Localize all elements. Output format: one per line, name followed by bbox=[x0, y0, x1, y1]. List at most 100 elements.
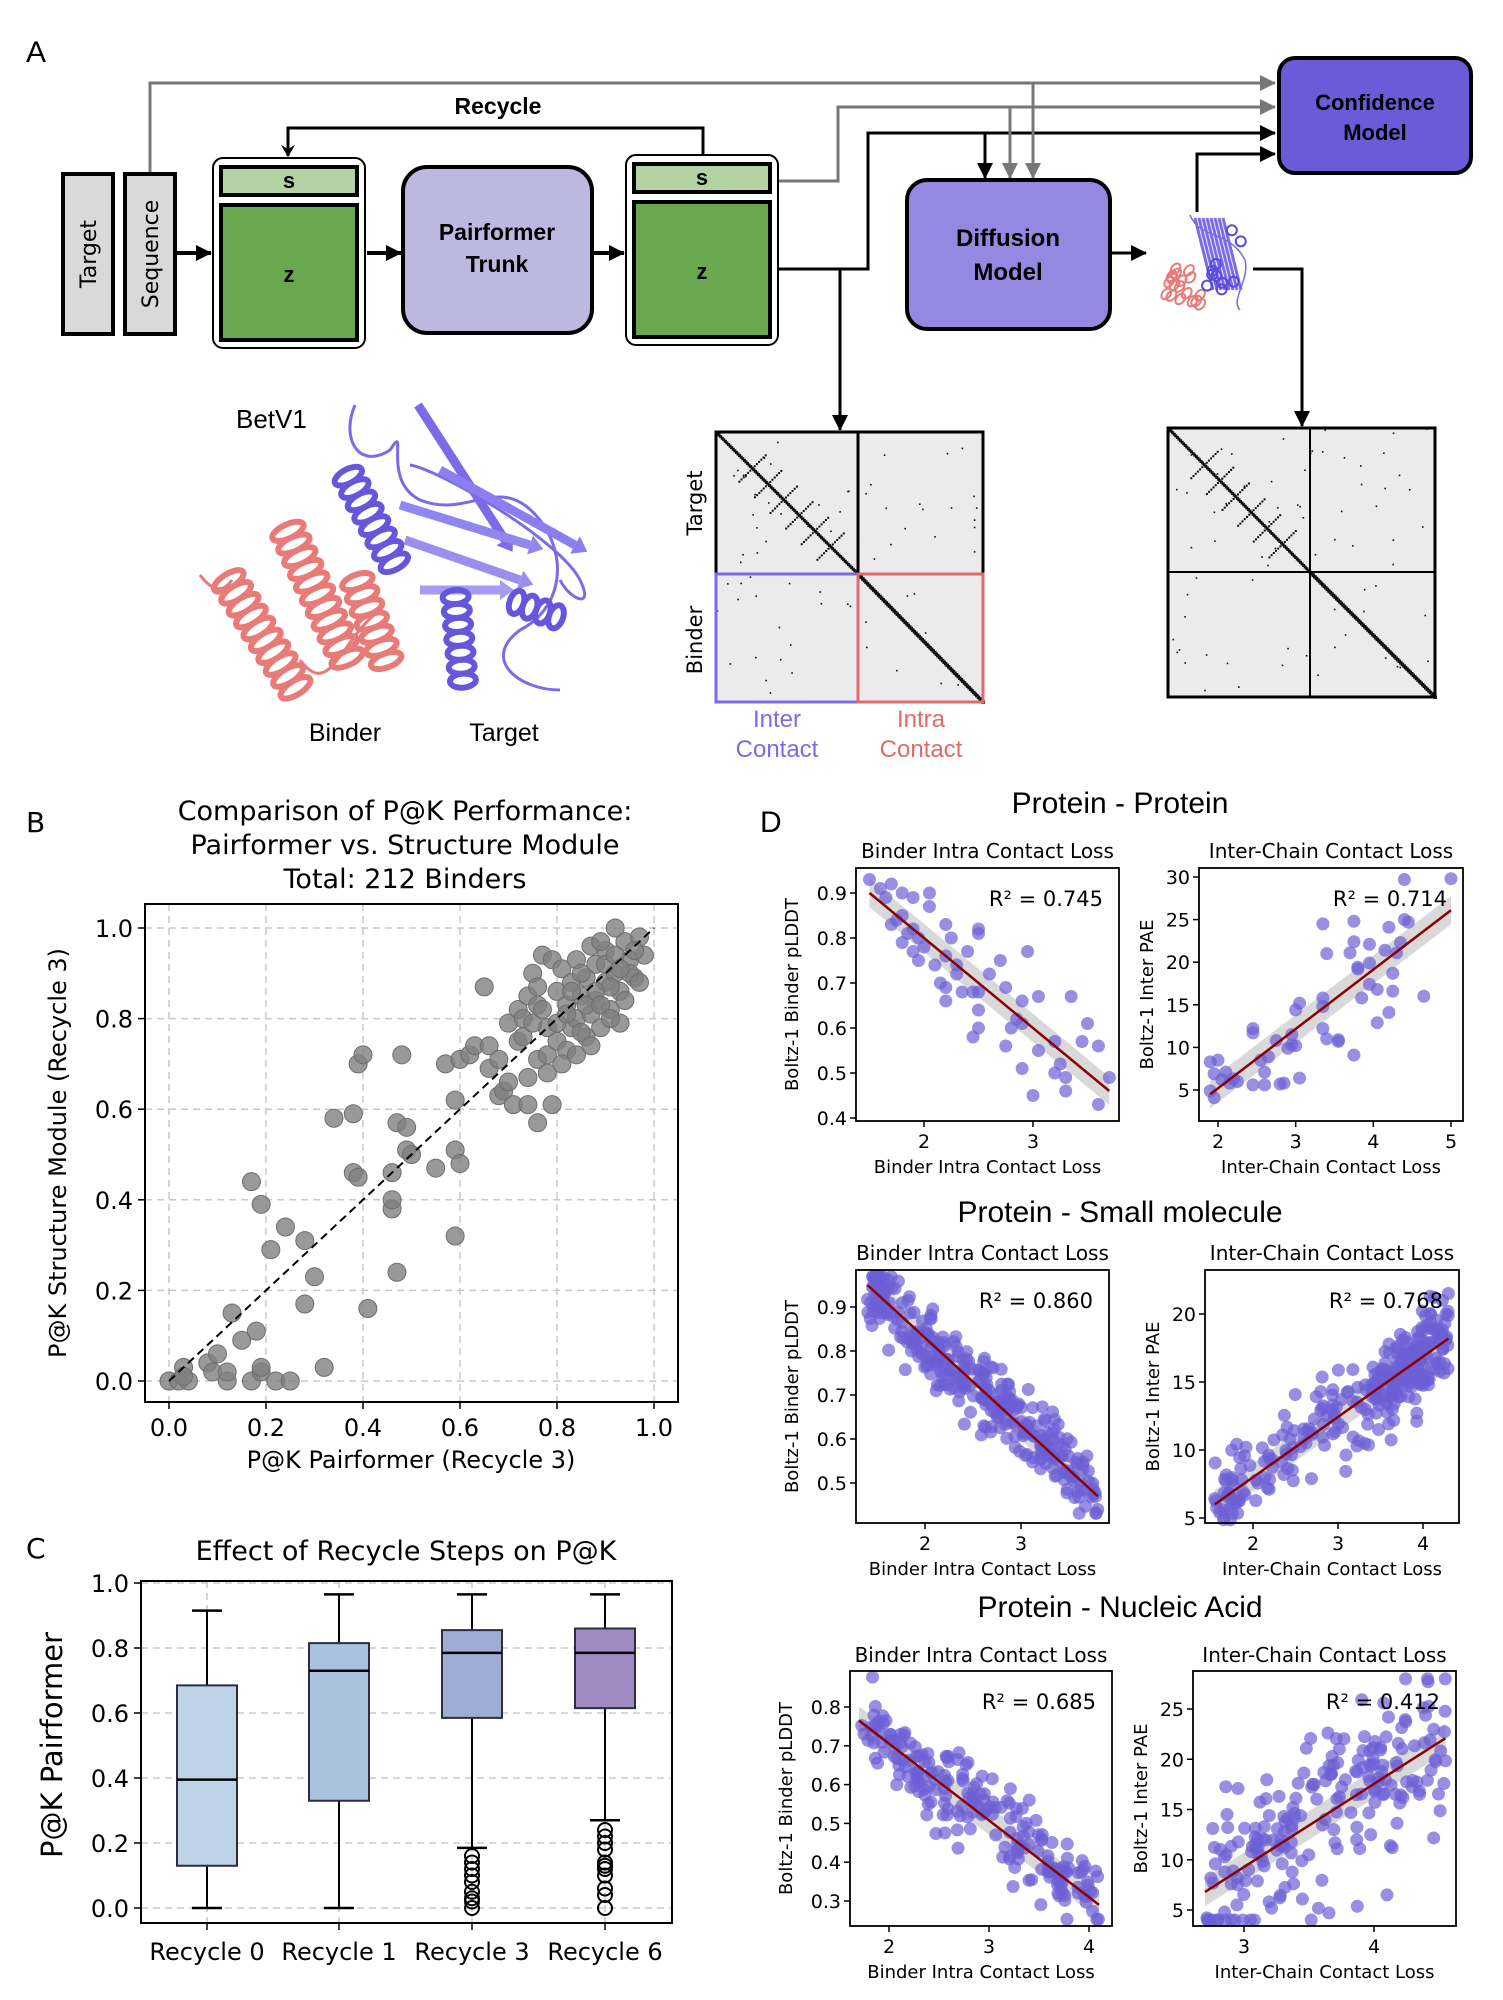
data-point bbox=[1002, 1796, 1016, 1810]
y-tick-label: 5 bbox=[1178, 1080, 1190, 1102]
data-point bbox=[1362, 956, 1376, 970]
contact-dot bbox=[740, 478, 743, 481]
target-strand bbox=[1209, 217, 1231, 291]
contact-dot bbox=[1250, 511, 1253, 514]
contact-dot bbox=[1207, 459, 1210, 462]
contact-map-frame bbox=[1166, 426, 1437, 699]
contact-dot bbox=[854, 570, 858, 574]
data-point bbox=[1393, 1796, 1407, 1810]
contact-dot bbox=[805, 521, 809, 525]
contact-dot bbox=[778, 626, 781, 629]
contact-dot bbox=[1184, 662, 1187, 664]
contact-dot bbox=[1212, 486, 1215, 489]
contact-dot bbox=[804, 520, 808, 524]
contact-dot bbox=[1292, 532, 1295, 535]
y-tick-label: 0.7 bbox=[817, 1385, 847, 1407]
contact-dot bbox=[767, 483, 770, 486]
contact-dot bbox=[791, 507, 795, 511]
data-point bbox=[917, 940, 931, 954]
contact-dot bbox=[1243, 518, 1246, 521]
data-point bbox=[954, 1374, 968, 1388]
data-point bbox=[532, 1000, 552, 1020]
contact-dot bbox=[818, 525, 821, 528]
contact-dot bbox=[809, 534, 812, 537]
data-point bbox=[1339, 1448, 1353, 1462]
data-point bbox=[1332, 1742, 1346, 1756]
y-axis-label: Boltz-1 Binder pLDDT bbox=[782, 1299, 803, 1493]
data-point bbox=[1338, 1773, 1352, 1787]
contact-dot bbox=[1424, 614, 1427, 617]
contact-dot bbox=[1343, 457, 1346, 459]
data-point bbox=[1373, 1743, 1387, 1757]
x-tick-label: Recycle 1 bbox=[281, 1938, 396, 1966]
contact-dot bbox=[1375, 585, 1377, 587]
contact-dot bbox=[934, 536, 936, 538]
data-point bbox=[1031, 1044, 1045, 1057]
data-point bbox=[1031, 990, 1045, 1003]
target-helix-turn bbox=[1215, 283, 1228, 296]
contact-dot bbox=[745, 461, 749, 465]
data-point bbox=[1000, 1431, 1014, 1445]
scatter-group: Protein - Small molecule Binder Intra Con… bbox=[782, 1196, 1460, 1580]
data-point bbox=[937, 1351, 951, 1365]
contact-dot bbox=[1205, 461, 1208, 464]
data-point bbox=[866, 1670, 880, 1684]
contact-dot bbox=[1261, 522, 1265, 526]
contact-dot bbox=[1254, 516, 1258, 519]
data-point bbox=[1387, 1413, 1401, 1427]
contact-dot bbox=[1239, 522, 1242, 525]
contact-dot bbox=[1221, 477, 1224, 480]
data-point bbox=[950, 967, 964, 981]
data-point bbox=[1382, 1710, 1396, 1724]
contact-dot bbox=[796, 512, 800, 516]
contact-dot bbox=[1265, 527, 1268, 530]
outlier-point bbox=[464, 1890, 480, 1907]
contact-dot bbox=[1305, 567, 1309, 571]
contact-dot bbox=[1340, 510, 1343, 513]
contact-dot bbox=[975, 507, 978, 509]
contact-dot bbox=[736, 452, 740, 456]
contact-dot bbox=[789, 523, 792, 526]
data-point bbox=[528, 1113, 548, 1133]
data-point bbox=[885, 1281, 899, 1295]
target-strand bbox=[1201, 217, 1223, 291]
contact-dot bbox=[785, 501, 789, 505]
panel-a: A bbox=[26, 36, 1473, 763]
contact-dot bbox=[1205, 493, 1208, 496]
contact-dot bbox=[1302, 517, 1305, 519]
contact-dot bbox=[1229, 490, 1233, 494]
data-point bbox=[1390, 1816, 1404, 1830]
contact-dot bbox=[1291, 552, 1295, 556]
contact-dot bbox=[1210, 488, 1213, 491]
contact-dot bbox=[1268, 525, 1271, 528]
target-helix bbox=[439, 586, 479, 691]
contact-dot bbox=[1177, 437, 1181, 441]
y-tick-label: 0.6 bbox=[91, 1700, 129, 1728]
contact-dot bbox=[1261, 531, 1264, 534]
data-point bbox=[1257, 1859, 1271, 1873]
data-point bbox=[1236, 1913, 1250, 1927]
contact-dot bbox=[1286, 548, 1290, 551]
data-point bbox=[884, 1270, 898, 1284]
intra-contact-label-2: Contact bbox=[880, 736, 963, 763]
contact-dot bbox=[737, 598, 739, 601]
x-axis-label: Inter-Chain Contact Loss bbox=[1221, 1157, 1441, 1178]
data-point bbox=[1320, 947, 1334, 961]
y-tick-label: 20 bbox=[1166, 952, 1190, 974]
target-helix bbox=[331, 463, 411, 576]
data-point bbox=[1370, 1016, 1384, 1030]
contact-dot bbox=[851, 567, 855, 571]
contact-dot bbox=[1259, 502, 1262, 505]
scatter-plot: Binder Intra Contact Loss 2 3 0.5 0.6 0.7 0.8 0… bbox=[782, 1241, 1110, 1580]
data-point bbox=[1347, 935, 1361, 949]
contact-dot bbox=[788, 504, 792, 508]
contact-dot bbox=[957, 684, 960, 686]
contact-dot bbox=[727, 583, 729, 585]
data-point bbox=[877, 1745, 891, 1759]
data-point bbox=[1009, 1809, 1023, 1823]
data-point bbox=[1379, 1730, 1393, 1744]
contact-dot bbox=[780, 469, 783, 472]
x-axis-label: Binder Intra Contact Loss bbox=[867, 1962, 1095, 1983]
data-point bbox=[1293, 996, 1307, 1010]
binder-helix-turn bbox=[1160, 287, 1173, 301]
